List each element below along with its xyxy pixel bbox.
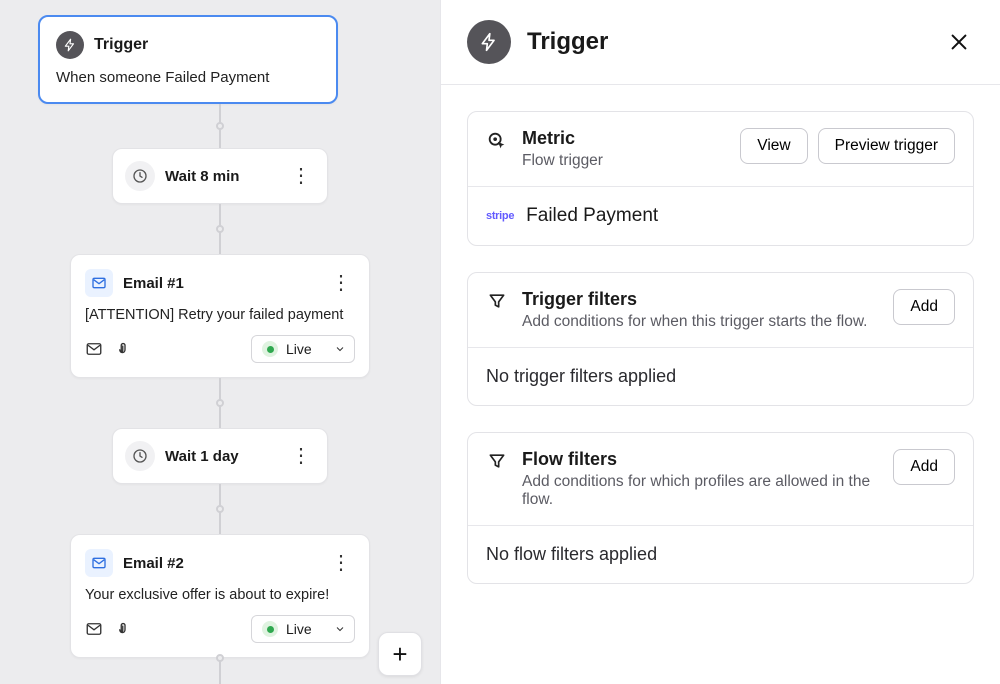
metric-title: Metric xyxy=(522,128,726,149)
trigger-filters-title: Trigger filters xyxy=(522,289,879,310)
flow-filters-applied: No flow filters applied xyxy=(468,525,973,583)
live-dot-icon xyxy=(262,621,278,637)
clock-icon xyxy=(125,441,155,471)
add-step-button[interactable]: + xyxy=(378,632,422,676)
filter-icon xyxy=(486,449,508,471)
connector xyxy=(219,378,221,428)
trigger-title: Trigger xyxy=(94,36,148,54)
metric-section: Metric Flow trigger View Preview trigger… xyxy=(467,111,974,246)
wait-label: Wait 1 day xyxy=(165,448,277,465)
flow-column: Trigger When someone Failed Payment Wait… xyxy=(0,15,440,684)
wait-label: Wait 8 min xyxy=(165,168,277,185)
more-icon[interactable]: ⋮ xyxy=(327,553,355,573)
flow-filters-title: Flow filters xyxy=(522,449,879,470)
bolt-icon xyxy=(56,31,84,59)
chevron-down-icon xyxy=(334,623,346,635)
email-title: Email #1 xyxy=(123,275,317,292)
add-flow-filter-button[interactable]: Add xyxy=(893,449,955,485)
view-button[interactable]: View xyxy=(740,128,807,164)
bolt-icon xyxy=(467,20,511,64)
status-select[interactable]: Live xyxy=(251,335,355,363)
more-icon[interactable]: ⋮ xyxy=(327,273,355,293)
flow-filters-sub: Add conditions for which profiles are al… xyxy=(522,473,879,509)
trigger-desc: When someone Failed Payment xyxy=(56,69,320,86)
metric-name: Failed Payment xyxy=(526,205,658,227)
email-subject: [ATTENTION] Retry your failed payment xyxy=(85,307,355,323)
more-icon[interactable]: ⋮ xyxy=(287,166,315,186)
add-trigger-filter-button[interactable]: Add xyxy=(893,289,955,325)
email-icon xyxy=(85,269,113,297)
clock-icon xyxy=(125,161,155,191)
mail-outline-icon xyxy=(85,340,103,358)
email-card-2[interactable]: Email #2 ⋮ Your exclusive offer is about… xyxy=(70,534,370,658)
email-subject: Your exclusive offer is about to expire! xyxy=(85,587,355,603)
connector xyxy=(219,484,221,534)
email-card-1[interactable]: Email #1 ⋮ [ATTENTION] Retry your failed… xyxy=(70,254,370,378)
trigger-filters-section: Trigger filters Add conditions for when … xyxy=(467,272,974,406)
flow-filters-section: Flow filters Add conditions for which pr… xyxy=(467,432,974,584)
trigger-filters-sub: Add conditions for when this trigger sta… xyxy=(522,313,879,331)
filter-icon xyxy=(486,289,508,311)
trigger-card[interactable]: Trigger When someone Failed Payment xyxy=(38,15,338,104)
preview-trigger-button[interactable]: Preview trigger xyxy=(818,128,955,164)
email-title: Email #2 xyxy=(123,555,317,572)
channel-icons xyxy=(85,340,131,358)
stripe-icon: stripe xyxy=(486,210,514,222)
connector xyxy=(219,658,221,684)
close-icon[interactable] xyxy=(944,27,974,57)
status-label: Live xyxy=(286,341,312,357)
metric-sub: Flow trigger xyxy=(522,152,726,170)
mail-outline-icon xyxy=(85,620,103,638)
status-label: Live xyxy=(286,621,312,637)
attachment-icon xyxy=(113,620,131,638)
connector xyxy=(219,104,221,148)
wait-card-1[interactable]: Wait 8 min ⋮ xyxy=(112,148,328,204)
flow-canvas: Trigger When someone Failed Payment Wait… xyxy=(0,0,440,684)
channel-icons xyxy=(85,620,131,638)
panel-header: Trigger xyxy=(441,0,1000,85)
connector xyxy=(219,204,221,254)
email-icon xyxy=(85,549,113,577)
chevron-down-icon xyxy=(334,343,346,355)
status-select[interactable]: Live xyxy=(251,615,355,643)
panel-title: Trigger xyxy=(527,28,928,56)
trigger-filters-applied: No trigger filters applied xyxy=(468,347,973,405)
metric-click-icon xyxy=(486,128,508,152)
trigger-panel: Trigger Metric Flow trigger View Preview… xyxy=(440,0,1000,684)
attachment-icon xyxy=(113,340,131,358)
panel-body: Metric Flow trigger View Preview trigger… xyxy=(441,85,1000,636)
more-icon[interactable]: ⋮ xyxy=(287,446,315,466)
live-dot-icon xyxy=(262,341,278,357)
wait-card-2[interactable]: Wait 1 day ⋮ xyxy=(112,428,328,484)
